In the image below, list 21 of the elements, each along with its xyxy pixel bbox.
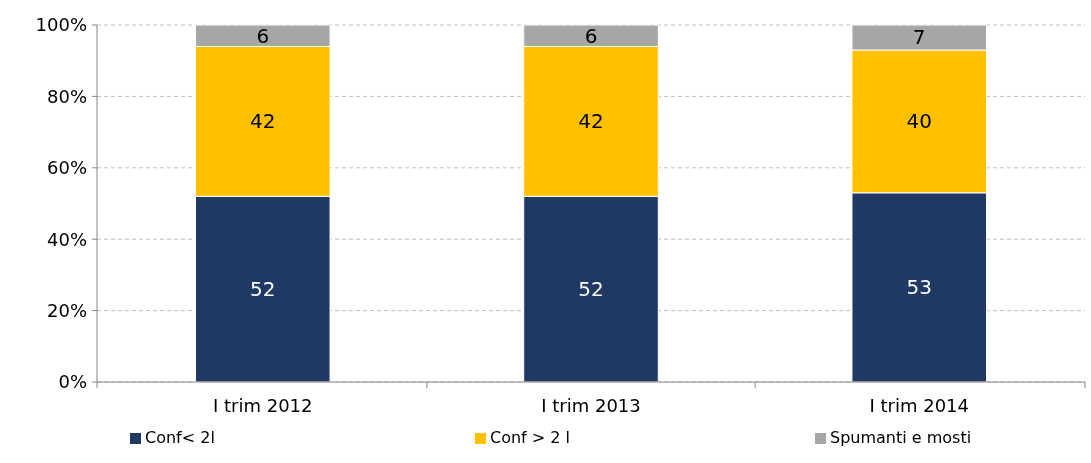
data-label: 7 [912, 25, 926, 50]
y-tick-label: 80% [46, 85, 87, 107]
data-label: 52 [578, 277, 604, 302]
x-tick-label: I trim 2014 [869, 395, 970, 416]
y-tick-label: 60% [46, 157, 87, 179]
legend-label: Conf > 2 l [490, 428, 571, 447]
x-tick-label: I trim 2013 [541, 395, 641, 416]
y-tick-label: 100% [35, 14, 87, 36]
data-label: 52 [250, 277, 276, 302]
legend-label: Spumanti e mosti [830, 428, 972, 447]
y-tick-label: 0% [58, 371, 87, 393]
data-label: 6 [584, 23, 598, 48]
y-tick-label: 40% [46, 228, 87, 250]
data-label: 42 [250, 109, 276, 134]
data-label: 40 [906, 109, 932, 134]
x-tick-label: I trim 2012 [212, 395, 313, 416]
legend-label: Conf< 2l [145, 428, 215, 447]
data-label: 53 [906, 275, 932, 300]
y-tick-label: 20% [46, 299, 87, 321]
data-label: 6 [256, 23, 270, 48]
data-label: 42 [578, 109, 604, 134]
